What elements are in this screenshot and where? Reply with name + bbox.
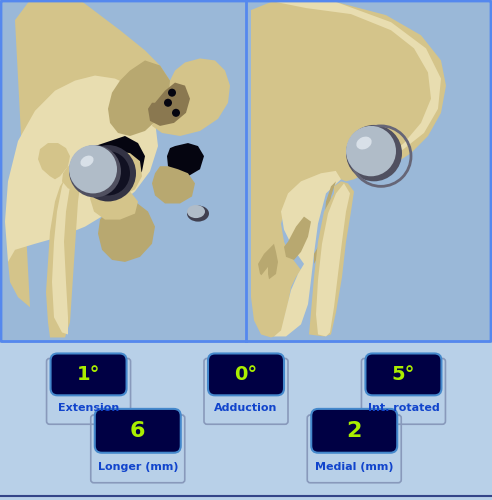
FancyBboxPatch shape [95,409,181,453]
Polygon shape [90,184,138,220]
Polygon shape [251,0,446,338]
Polygon shape [258,244,278,280]
Text: 1°: 1° [77,365,100,384]
Polygon shape [90,136,145,190]
Text: 6: 6 [130,421,146,441]
Circle shape [168,88,176,96]
Polygon shape [38,143,70,180]
Polygon shape [254,267,270,302]
FancyBboxPatch shape [0,342,492,500]
Polygon shape [314,182,336,264]
Polygon shape [316,184,350,336]
Polygon shape [274,2,441,336]
Ellipse shape [81,156,93,167]
Circle shape [172,109,180,117]
Polygon shape [46,176,80,338]
Circle shape [86,151,130,196]
Text: 2: 2 [346,421,362,441]
Polygon shape [52,178,70,334]
Polygon shape [152,58,230,136]
Text: Int. rotated: Int. rotated [368,404,439,413]
Circle shape [164,98,172,107]
Circle shape [69,145,117,194]
Text: 5°: 5° [392,365,415,384]
Circle shape [69,145,121,198]
Text: 0°: 0° [234,365,258,384]
Polygon shape [98,196,155,262]
Text: Longer (mm): Longer (mm) [97,462,178,472]
Polygon shape [309,182,354,336]
Polygon shape [62,166,95,192]
Polygon shape [40,141,72,178]
Ellipse shape [187,206,209,222]
Polygon shape [84,146,142,196]
Ellipse shape [187,205,205,218]
FancyBboxPatch shape [366,354,441,396]
Circle shape [346,125,402,182]
FancyBboxPatch shape [208,354,284,396]
Polygon shape [108,60,170,136]
Text: Adduction: Adduction [215,404,277,413]
Circle shape [346,126,396,176]
Ellipse shape [356,136,371,149]
Polygon shape [5,76,158,262]
Polygon shape [148,82,190,126]
Polygon shape [152,166,195,203]
Polygon shape [167,143,204,176]
Polygon shape [8,0,170,307]
FancyBboxPatch shape [51,354,126,396]
Polygon shape [336,141,384,182]
Text: Medial (mm): Medial (mm) [315,462,394,472]
Circle shape [80,145,136,202]
Polygon shape [264,226,284,260]
Text: Extension: Extension [58,404,119,413]
Polygon shape [284,216,311,260]
FancyBboxPatch shape [311,409,397,453]
